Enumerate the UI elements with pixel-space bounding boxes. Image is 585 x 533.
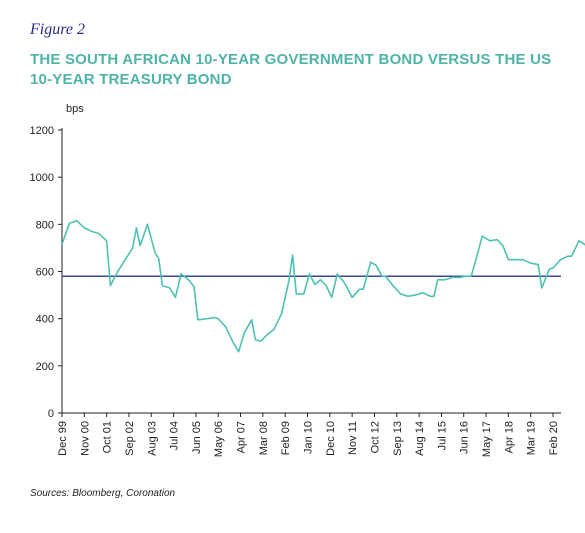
x-tick-label: Nov 11 bbox=[347, 421, 359, 455]
x-tick-label: May 17 bbox=[481, 421, 493, 457]
source-note: Sources: Bloomberg, Coronation bbox=[30, 488, 176, 499]
plot-area bbox=[61, 220, 585, 353]
y-tick-label: 600 bbox=[36, 267, 54, 279]
y-axis-unit: bps bbox=[66, 103, 84, 115]
x-tick-label: Sep 13 bbox=[392, 421, 404, 456]
x-tick-label: Aug 03 bbox=[146, 421, 158, 456]
x-tick-label: Dec 10 bbox=[325, 421, 337, 456]
x-tick-label: Jan 10 bbox=[303, 421, 315, 454]
x-tick-label: Apr 07 bbox=[236, 421, 248, 453]
x-tick-label: Feb 09 bbox=[280, 421, 292, 455]
x-tick-label: Oct 01 bbox=[102, 421, 114, 453]
x-tick-label: Jul 04 bbox=[169, 421, 181, 450]
x-tick-label: Oct 12 bbox=[369, 421, 381, 453]
x-tick-label: Apr 18 bbox=[503, 421, 515, 453]
series-line bbox=[61, 220, 585, 353]
y-tick-label: 1200 bbox=[30, 125, 54, 137]
x-tick-label: Jun 16 bbox=[459, 421, 471, 454]
y-tick-label: 400 bbox=[36, 314, 54, 326]
x-tick-label: Mar 19 bbox=[526, 421, 538, 455]
x-tick-label: Sep 02 bbox=[124, 421, 136, 456]
y-tick-label: 200 bbox=[36, 361, 54, 373]
y-tick-label: 0 bbox=[48, 408, 54, 420]
figure-label: Figure 2 bbox=[30, 21, 85, 38]
x-tick-label: Jul 15 bbox=[436, 421, 448, 450]
x-axis: Dec 99 Nov 00 Oct 01 Sep 02 Aug 03 Jul 04 Jun … bbox=[57, 412, 561, 457]
x-tick-label: Aug 14 bbox=[414, 421, 426, 456]
x-tick-label: Feb 20 bbox=[548, 421, 560, 455]
x-tick-label: Dec 99 bbox=[57, 421, 69, 456]
y-tick-label: 1000 bbox=[30, 172, 54, 184]
chart-title: THE SOUTH AFRICAN 10-YEAR GOVERNMENT BON… bbox=[30, 51, 552, 88]
x-tick-label: May 06 bbox=[213, 421, 225, 457]
x-tick-label: Jun 05 bbox=[191, 421, 203, 454]
y-axis: 0 200 400 600 800 1000 1200 bbox=[30, 125, 63, 420]
x-tick-label: Nov 00 bbox=[79, 421, 91, 456]
y-tick-label: 800 bbox=[36, 219, 54, 231]
x-tick-label: Mar 08 bbox=[258, 421, 270, 455]
